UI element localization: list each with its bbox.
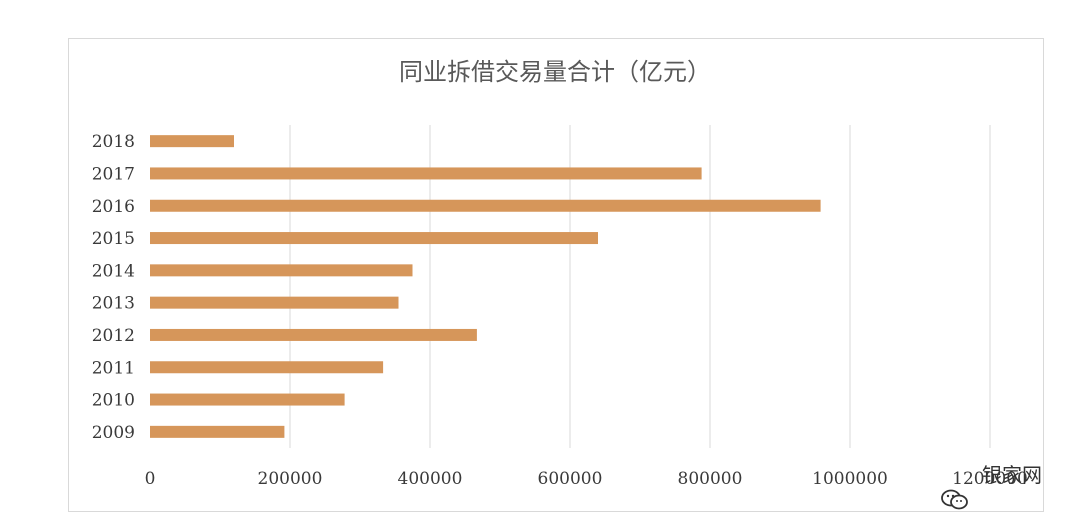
bar-2012 — [150, 328, 477, 341]
y-tick-label: 2010 — [92, 391, 135, 411]
x-tick-label: 400000 — [398, 469, 463, 489]
y-tick-label: 2014 — [92, 261, 135, 281]
y-tick-label: 2016 — [92, 197, 135, 217]
bar-2013 — [150, 296, 399, 309]
bar-2014 — [150, 264, 413, 277]
bar-2009 — [150, 425, 285, 438]
y-tick-label: 2017 — [92, 164, 135, 184]
chart-title: 同业拆借交易量合计（亿元） — [399, 58, 711, 86]
x-tick-label: 1000000 — [812, 469, 888, 489]
bar-2017 — [150, 167, 702, 180]
x-tick-label: 200000 — [258, 469, 323, 489]
x-tick-label: 0 — [145, 469, 156, 489]
x-tick-label: 800000 — [678, 469, 743, 489]
x-tick-label: 600000 — [538, 469, 603, 489]
y-tick-label: 2018 — [92, 132, 135, 152]
y-tick-label: 2011 — [92, 358, 135, 378]
bar-2011 — [150, 361, 384, 374]
bar-2016 — [150, 199, 821, 212]
bar-2018 — [150, 135, 234, 148]
y-tick-label: 2012 — [92, 326, 135, 346]
bar-2010 — [150, 393, 345, 406]
y-tick-label: 2009 — [92, 423, 135, 443]
y-tick-label: 2015 — [92, 229, 135, 249]
watermark-text: 银家网 — [982, 463, 1042, 487]
bar-2015 — [150, 232, 598, 245]
y-tick-label: 2013 — [92, 294, 135, 314]
x-tick-label: 1200000 — [952, 469, 1028, 489]
